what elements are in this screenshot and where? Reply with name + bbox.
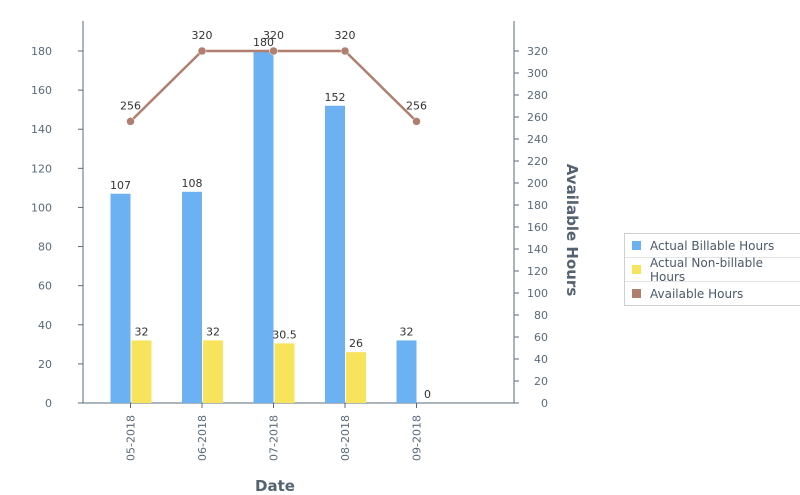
right-tick-label: 260 [527, 111, 548, 124]
bar-data-label: 32 [135, 325, 149, 338]
legend-swatch [632, 241, 641, 250]
bar [274, 343, 295, 403]
line-point [269, 46, 278, 56]
right-tick-label: 20 [534, 375, 548, 388]
line-data-label: 256 [406, 99, 427, 112]
line-data-label: 320 [263, 29, 284, 42]
legend-label: Available Hours [650, 286, 744, 301]
right-axis-title: Available Hours [563, 164, 581, 297]
line-data-label: 320 [335, 29, 356, 42]
right-tick-label: 160 [527, 221, 548, 234]
x-tick-label: 05-2018 [125, 415, 138, 461]
legend-item[interactable]: Available Hours [625, 282, 800, 305]
legend-label: Actual Billable Hours [650, 238, 775, 253]
bar [396, 340, 417, 403]
x-tick-label: 09-2018 [411, 415, 424, 461]
bar-data-label: 30.5 [272, 328, 297, 341]
left-tick-label: 180 [31, 45, 52, 58]
right-tick-label: 240 [527, 133, 548, 146]
right-tick-label: 300 [527, 67, 548, 80]
bar [110, 193, 131, 403]
right-tick-label: 180 [527, 199, 548, 212]
bar [346, 352, 366, 403]
left-tick-label: 140 [31, 123, 52, 136]
left-tick-label: 80 [38, 241, 52, 254]
legend-item[interactable]: Actual Non-billable Hours [625, 255, 800, 284]
legend-swatch [632, 289, 641, 298]
bar-data-label: 32 [206, 325, 220, 338]
bar-data-label: 0 [424, 388, 431, 401]
right-tick-label: 60 [534, 331, 548, 344]
right-tick-label: 200 [527, 177, 548, 190]
line-point [126, 117, 135, 126]
bar [203, 340, 223, 403]
right-tick-label: 40 [534, 353, 548, 366]
x-tick-label: 08-2018 [339, 415, 352, 461]
right-tick-label: 120 [527, 265, 548, 278]
left-tick-label: 20 [38, 358, 52, 371]
right-tick-label: 100 [527, 287, 548, 300]
left-tick-label: 0 [45, 397, 52, 410]
line-point [340, 46, 350, 56]
bar [182, 191, 202, 403]
x-axis: 05-2018 06-2018 07-2018 08-2018 09-2018 [83, 402, 514, 461]
line-point [197, 46, 207, 56]
bar [131, 340, 152, 403]
line-point [412, 117, 421, 126]
left-tick-label: 120 [31, 162, 52, 175]
left-tick-label: 160 [31, 84, 52, 97]
right-tick-label: 140 [527, 243, 548, 256]
right-tick-label: 320 [527, 45, 548, 58]
legend-item[interactable]: Actual Billable Hours [625, 234, 800, 258]
x-tick-label: 06-2018 [196, 415, 209, 461]
bar [253, 51, 274, 403]
bar-data-label: 26 [349, 337, 363, 350]
bar-data-label: 32 [400, 325, 414, 338]
right-y-axis: 0 20 40 60 80 100 120 140 160 180 200 220 240 260 280 3… [513, 21, 548, 410]
legend: Actual Billable Hours Actual Non-billable… [624, 233, 800, 306]
right-tick-label: 280 [527, 89, 548, 102]
line-series [126, 46, 421, 126]
x-tick-label: 07-2018 [268, 415, 281, 461]
line-data-label: 320 [192, 29, 213, 42]
line-data-label: 256 [120, 99, 141, 112]
left-y-axis: 0 20 40 60 80 100 120 140 160 180 [31, 21, 84, 410]
bar-data-label: 108 [182, 177, 203, 190]
bar-data-label: 180 [253, 36, 274, 49]
left-tick-label: 100 [31, 201, 52, 214]
bar-data-label: 152 [325, 91, 346, 104]
left-tick-label: 40 [38, 319, 52, 332]
right-tick-label: 80 [534, 309, 548, 322]
legend-swatch [632, 265, 641, 274]
legend-label: Actual Non-billable Hours [650, 255, 763, 284]
left-tick-label: 60 [38, 280, 52, 293]
right-tick-label: 0 [541, 397, 548, 410]
right-tick-label: 220 [527, 155, 548, 168]
data-labels: 107 108 180 152 32 32 32 30.5 26 0 256 320 320 320 256 [110, 29, 431, 401]
x-axis-title: Date [255, 477, 295, 495]
bar [325, 105, 345, 403]
bar-data-label: 107 [110, 179, 131, 192]
bar-series [110, 51, 417, 403]
